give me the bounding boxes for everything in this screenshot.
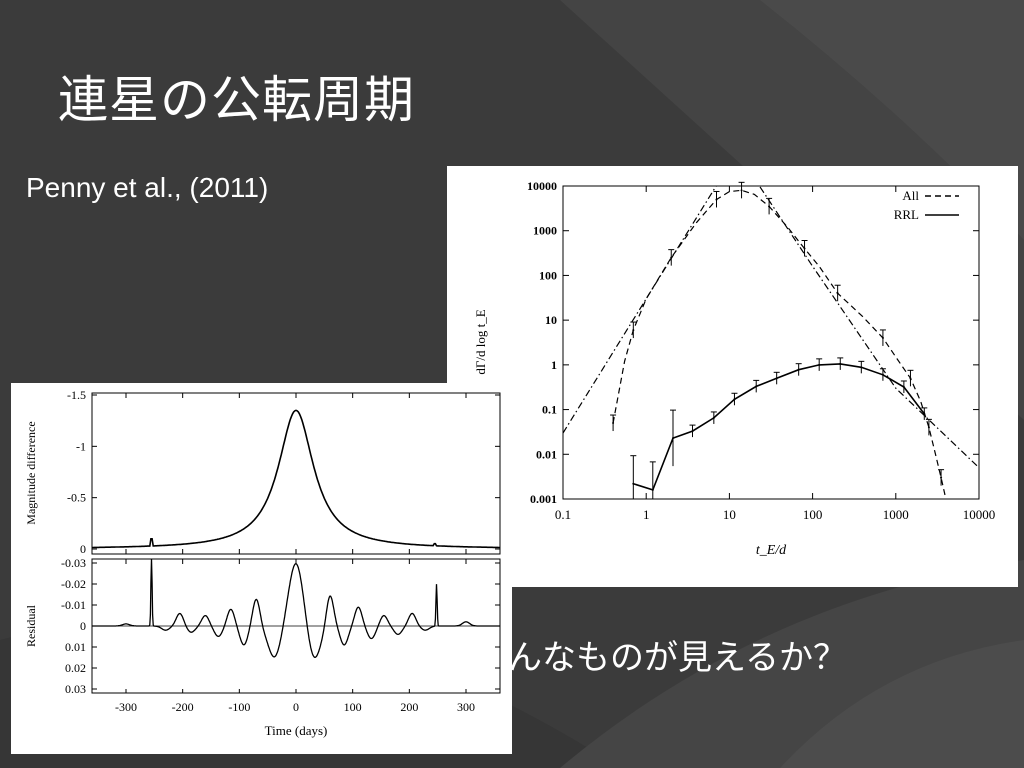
event-rate-chart: 0.001 0.01 0.1 1 10 100 1000 10000 0.1 1 10 100 100… [473,179,996,558]
y-tick-label: 0.01 [536,447,557,461]
legend-rrl-label: RRL [894,207,919,222]
data-point [651,488,654,491]
y-tick-label: 10000 [527,179,557,193]
x-tick-label: 10000 [963,507,996,522]
y-tick-label: 1 [551,358,557,372]
data-point [797,368,800,371]
y-tick-label: 100 [539,268,557,282]
x-tick-label: 100 [344,700,362,714]
y-tick-label: 10 [545,313,557,327]
y-tick-label: 0.001 [530,492,557,506]
y-tick-label: -1 [76,439,86,453]
data-point [839,362,842,365]
data-point [860,366,863,369]
data-point [902,385,905,388]
data-point [632,482,635,485]
x-tick-label: 1 [643,507,650,522]
slide-body-text: んなものが見えるか？ [508,638,847,678]
lightcurve-figure: -1.5 -1 -0.5 0 -0.03 -0.02 -0.01 0 0.01 0.02 0.03… [11,383,512,754]
citation-text: Penny et al., (2011) [26,172,269,203]
data-point [768,205,771,208]
data-point [881,373,884,376]
data-point [818,363,821,366]
data-point [715,198,718,201]
residual-line [92,558,500,658]
x-tick-label: 1000 [883,507,909,522]
y-tick-label: -1.5 [67,388,86,402]
series-line-model [563,186,979,469]
data-point [927,426,930,429]
data-point [836,292,839,295]
x-axis-label: t_E/d [756,543,787,558]
data-point [775,377,778,380]
x-tick-label: 0.1 [555,507,571,522]
x-tick-label: -100 [228,700,250,714]
bottom-y-label: Residual [24,604,38,647]
y-tick-label: 0.03 [65,682,86,696]
x-tick-label: 100 [803,507,823,522]
data-point [881,336,884,339]
plot-frame [562,185,980,500]
y-tick-label: 1000 [533,224,557,238]
y-tick-label: -0.01 [61,598,86,612]
x-tick-label: 10 [723,507,736,522]
data-point [691,430,694,433]
legend: All RRL [894,188,959,222]
y-axis-label: dΓ/d log t_E [473,309,488,374]
x-tick-label: 300 [457,700,475,714]
slide-title: 連星の公転周期 [58,71,415,129]
y-tick-label: -0.02 [61,577,86,591]
lightcurve-chart: -1.5 -1 -0.5 0 -0.03 -0.02 -0.01 0 0.01 0.02 0.03… [24,388,501,738]
data-point [632,329,635,332]
top-y-label: Magnitude difference [24,421,38,524]
data-point [909,377,912,380]
data-point [672,437,675,440]
legend-all-label: All [902,188,919,203]
x-axis-label: Time (days) [265,723,328,738]
y-tick-label: -0.03 [61,556,86,570]
top-panel-frame [91,392,501,555]
event-rate-figure: 0.001 0.01 0.1 1 10 100 1000 10000 0.1 1 10 100 100… [447,166,1018,587]
series-line-rrl [633,363,925,491]
data-point [803,247,806,250]
y-tick-label: 0 [80,542,86,556]
x-tick-label: -200 [172,700,194,714]
y-tick-label: 0 [80,619,86,633]
y-tick-label: 0.01 [65,640,86,654]
data-point [712,416,715,419]
y-tick-label: -0.5 [67,491,86,505]
x-tick-label: 200 [400,700,418,714]
data-point [612,422,615,425]
y-tick-label: 0.02 [65,661,86,675]
lightcurve-line [92,409,500,549]
data-point [755,385,758,388]
x-tick-label: 0 [293,700,299,714]
data-point [740,189,743,192]
data-point [733,398,736,401]
data-point [940,476,943,479]
x-tick-label: -300 [115,700,137,714]
y-tick-label: 0.1 [542,403,557,417]
series-line-all [612,189,947,499]
